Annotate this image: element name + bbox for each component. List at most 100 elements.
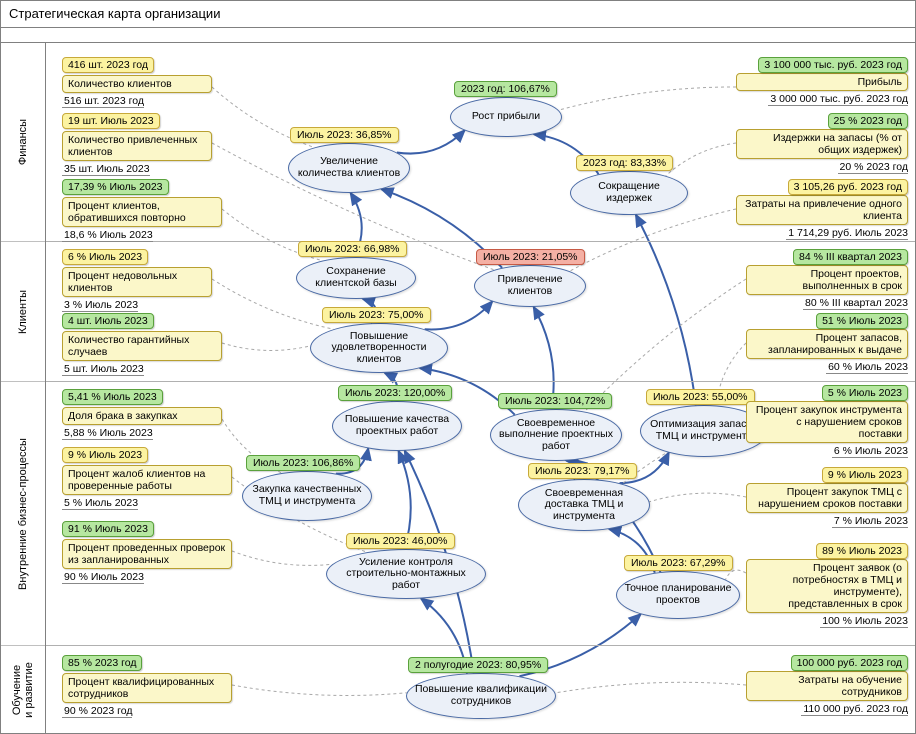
kpi-body: Процент закупок инструмента с нарушением… [746, 401, 908, 443]
kpi-k1[interactable]: 416 шт. 2023 годКоличество клиентов516 ш… [62, 57, 212, 108]
kpi-head: 85 % 2023 год [62, 655, 142, 671]
causal-arrow [397, 130, 465, 153]
goal-g_delivery[interactable]: Своевременная доставка ТМЦ и инструмента [518, 479, 650, 531]
kpi-head: 19 шт. Июль 2023 [62, 113, 160, 129]
goal-g_planning[interactable]: Точное планирование проектов [616, 571, 740, 619]
goal-badge: 2023 год: 106,67% [454, 81, 557, 97]
goal-g_clients[interactable]: Увеличение количества клиентов [288, 143, 410, 193]
kpi-k13[interactable]: 91 % Июль 2023 Процент проведенных провер… [62, 521, 232, 584]
kpi-body: Процент закупок ТМЦ с нарушением сроков … [746, 483, 908, 513]
kpi-link [555, 682, 746, 693]
causal-arrow [636, 215, 696, 405]
kpi-foot: 5,88 % Июль 2023 [62, 427, 153, 440]
kpi-k3[interactable]: 17,39 % Июль 2023Процент клиентов, обрат… [62, 179, 222, 242]
map-canvas: Рост прибыли Увеличение количества клиент… [45, 43, 915, 733]
kpi-foot: 516 шт. 2023 год [62, 95, 144, 108]
kpi-k17[interactable]: 85 % 2023 год Процент квалифицированных с… [62, 655, 232, 718]
kpi-body: Доля брака в закупках [62, 407, 222, 425]
kpi-foot: 5 шт. Июль 2023 [62, 363, 144, 376]
goal-badge: Июль 2023: 55,00% [646, 389, 755, 405]
kpi-body: Прибыль [736, 73, 908, 91]
perspective-learn: Обучение и развитие [1, 645, 45, 733]
kpi-head: 3 100 000 тыс. руб. 2023 год [758, 57, 908, 73]
goal-g_attract[interactable]: Привлечение клиентов [474, 265, 586, 307]
goal-g_satisf[interactable]: Повышение удовлетворенности клиентов [310, 323, 448, 373]
kpi-k12[interactable]: 9 % Июль 2023Процент жалоб клиентов на п… [62, 447, 232, 510]
kpi-foot: 3 % Июль 2023 [62, 299, 138, 312]
kpi-head: 416 шт. 2023 год [62, 57, 154, 73]
kpi-foot: 60 % Июль 2023 [826, 361, 908, 374]
kpi-foot: 110 000 руб. 2023 год [801, 703, 908, 716]
kpi-head: 84 % III квартал 2023 [793, 249, 908, 265]
kpi-link [222, 343, 310, 350]
kpi-head: 9 % Июль 2023 [822, 467, 908, 483]
perspective-cli: Клиенты [1, 241, 45, 381]
kpi-foot: 7 % Июль 2023 [832, 515, 908, 528]
goal-badge: Июль 2023: 104,72% [498, 393, 612, 409]
kpi-head: 6 % Июль 2023 [62, 249, 148, 265]
kpi-k16[interactable]: 89 % Июль 2023Процент заявок (о потребно… [746, 543, 908, 628]
kpi-foot: 1 714,29 руб. Июль 2023 [786, 227, 908, 240]
kpi-k9[interactable]: 84 % III квартал 2023Процент проектов, в… [746, 249, 908, 310]
goal-badge: 2 полугодие 2023: 80,95% [408, 657, 548, 673]
kpi-head: 91 % Июль 2023 [62, 521, 154, 537]
kpi-head: 51 % Июль 2023 [816, 313, 908, 329]
kpi-foot: 100 % Июль 2023 [820, 615, 908, 628]
kpi-k8[interactable]: 4 шт. Июль 2023Количество гарантийных сл… [62, 313, 222, 376]
goal-g_procure[interactable]: Закупка качественных ТМЦ и инструмента [242, 471, 372, 521]
goal-badge: Июль 2023: 21,05% [476, 249, 585, 265]
kpi-head: 89 % Июль 2023 [816, 543, 908, 559]
goal-badge: Июль 2023: 67,29% [624, 555, 733, 571]
kpi-body: Затраты на привлечение одного клиента [736, 195, 908, 225]
goal-badge: Июль 2023: 36,85% [290, 127, 399, 143]
goal-g_costs[interactable]: Сокращение издержек [570, 171, 688, 215]
kpi-body: Затраты на обучение сотрудников [746, 671, 908, 701]
kpi-body: Количество привлеченных клиентов [62, 131, 212, 161]
goal-g_ontime[interactable]: Своевременное выполнение проектных работ [490, 409, 622, 461]
page-title: Стратегическая карта организации [1, 1, 915, 28]
kpi-body: Процент заявок (о потребностях в ТМЦ и и… [746, 559, 908, 613]
perspective-label: Клиенты [17, 289, 29, 333]
kpi-k2[interactable]: 19 шт. Июль 2023 Количество привлеченных … [62, 113, 212, 176]
row-separator [46, 645, 915, 646]
kpi-body: Процент проведенных проверок из запланир… [62, 539, 232, 569]
kpi-foot: 90 % 2023 год [62, 705, 132, 718]
kpi-k10[interactable]: 51 % Июль 2023Процент запасов, запланиро… [746, 313, 908, 374]
kpi-foot: 90 % Июль 2023 [62, 571, 144, 584]
kpi-k7[interactable]: 6 % Июль 2023Процент недовольных клиенто… [62, 249, 212, 312]
kpi-k5[interactable]: 25 % 2023 годИздержки на запасы (% от об… [736, 113, 908, 174]
kpi-k6[interactable]: 3 105,26 руб. 2023 годЗатраты на привлеч… [736, 179, 908, 240]
perspective-proc: Внутренние бизнес-процессы [1, 381, 45, 645]
goal-badge: Июль 2023: 120,00% [338, 385, 452, 401]
goal-badge: Июль 2023: 46,00% [346, 533, 455, 549]
kpi-foot: 18,6 % Июль 2023 [62, 229, 153, 242]
kpi-body: Процент клиентов, обратившихся повторно [62, 197, 222, 227]
kpi-k18[interactable]: 100 000 руб. 2023 годЗатраты на обучение… [746, 655, 908, 716]
row-separator [46, 381, 915, 382]
goal-badge: Июль 2023: 75,00% [322, 307, 431, 323]
kpi-head: 9 % Июль 2023 [62, 447, 148, 463]
kpi-k15[interactable]: 9 % Июль 2023Процент закупок ТМЦ с наруш… [746, 467, 908, 528]
goal-g_profit[interactable]: Рост прибыли [450, 97, 562, 137]
causal-arrow [425, 302, 493, 330]
goal-g_training[interactable]: Повышение квалификации сотрудников [406, 673, 556, 719]
goal-g_quality[interactable]: Повышение качества проектных работ [332, 401, 462, 451]
perspective-labels: ФинансыКлиентыВнутренние бизнес-процессы… [1, 43, 45, 733]
kpi-foot: 80 % III квартал 2023 [803, 297, 908, 310]
kpi-body: Процент проектов, выполненных в срок [746, 265, 908, 295]
goal-g_control[interactable]: Усиление контроля строительно-монтажных … [326, 549, 486, 599]
kpi-link [649, 493, 746, 502]
strategy-map-frame: Стратегическая карта организации Финансы… [0, 0, 916, 734]
kpi-foot: 5 % Июль 2023 [62, 497, 138, 510]
kpi-head: 3 105,26 руб. 2023 год [788, 179, 908, 195]
kpi-foot: 35 шт. Июль 2023 [62, 163, 150, 176]
kpi-k11[interactable]: 5,41 % Июль 2023Доля брака в закупках5,8… [62, 389, 222, 440]
kpi-body: Процент квалифицированных сотрудников [62, 673, 232, 703]
goal-g_retain[interactable]: Сохранение клиентской базы [296, 257, 416, 299]
kpi-k14[interactable]: 5 % Июль 2023Процент закупок инструмента… [746, 385, 908, 458]
kpi-k4[interactable]: 3 100 000 тыс. руб. 2023 годПрибыль 3 000… [736, 57, 908, 106]
kpi-head: 25 % 2023 год [828, 113, 908, 129]
kpi-link [559, 87, 736, 110]
kpi-foot: 3 000 000 тыс. руб. 2023 год [768, 93, 908, 106]
kpi-foot: 20 % 2023 год [838, 161, 908, 174]
